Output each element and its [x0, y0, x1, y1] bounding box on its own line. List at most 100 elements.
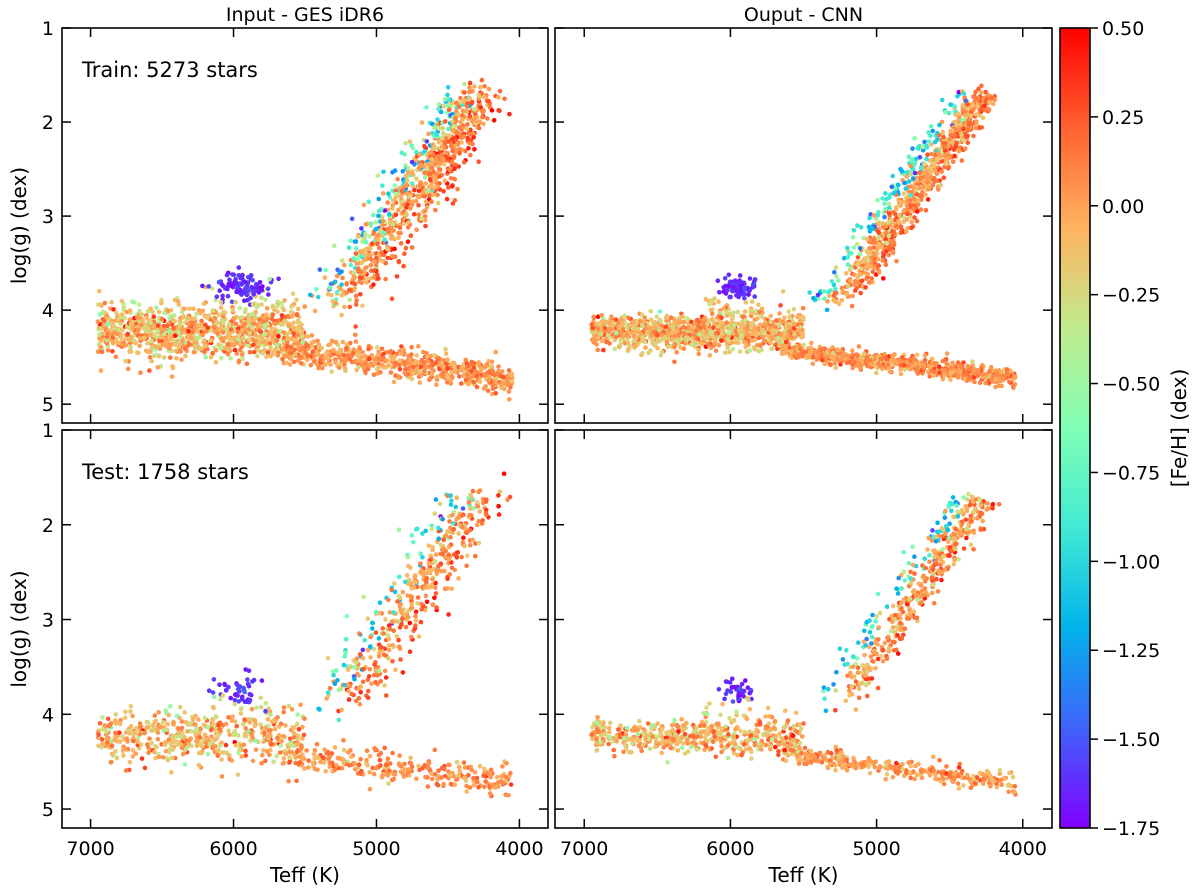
star-point	[253, 282, 259, 287]
star-point	[364, 276, 370, 282]
star-point	[169, 374, 175, 379]
star-point	[397, 358, 402, 364]
star-point	[483, 363, 489, 369]
star-point	[417, 152, 423, 157]
star-point	[159, 316, 165, 322]
star-point	[924, 156, 929, 162]
star-point	[940, 358, 946, 364]
star-point	[172, 313, 177, 318]
star-point	[898, 203, 904, 208]
star-point	[907, 203, 913, 208]
star-point	[333, 340, 339, 345]
star-point	[422, 214, 428, 219]
star-point	[127, 308, 133, 313]
star-point	[151, 314, 157, 320]
star-point	[239, 314, 245, 320]
star-point	[242, 279, 248, 285]
star-point	[203, 354, 208, 360]
star-point	[344, 282, 349, 287]
star-point	[974, 119, 979, 124]
star-point	[155, 323, 161, 328]
star-point	[351, 347, 357, 353]
star-point	[110, 335, 115, 340]
star-point	[833, 365, 838, 371]
star-point	[362, 252, 368, 257]
star-point	[274, 338, 280, 344]
star-point	[242, 298, 247, 304]
star-point	[404, 211, 409, 216]
star-point	[361, 202, 367, 208]
star-point	[905, 225, 911, 231]
star-point	[866, 280, 872, 285]
star-point	[665, 321, 671, 326]
star-point	[409, 376, 415, 382]
star-point	[456, 104, 462, 110]
star-point	[404, 178, 410, 183]
star-point	[429, 156, 435, 162]
star-point	[277, 328, 283, 334]
star-point	[930, 160, 936, 166]
star-point	[380, 183, 385, 188]
star-point	[216, 279, 222, 285]
star-point	[876, 229, 881, 235]
y-tick-label: 4	[42, 300, 54, 322]
star-point	[97, 336, 103, 341]
star-point	[409, 181, 415, 186]
star-point	[458, 95, 463, 101]
star-point	[328, 362, 333, 367]
star-point	[835, 347, 841, 353]
star-point	[307, 292, 313, 298]
star-point	[711, 325, 716, 331]
star-point	[424, 350, 429, 356]
star-point	[187, 321, 192, 327]
star-point	[591, 315, 596, 321]
star-point	[364, 265, 369, 270]
star-point	[471, 135, 477, 140]
star-point	[684, 316, 689, 321]
star-point	[225, 286, 230, 292]
star-point	[342, 304, 347, 310]
star-point	[391, 228, 396, 233]
star-point	[659, 349, 665, 355]
star-point	[262, 323, 267, 328]
star-point	[459, 381, 464, 386]
star-point	[410, 199, 416, 204]
star-point	[318, 356, 323, 362]
star-point	[433, 207, 438, 213]
star-point	[918, 207, 924, 212]
star-point	[314, 350, 320, 356]
star-point	[464, 372, 470, 378]
star-point	[960, 103, 966, 109]
star-point	[249, 312, 255, 317]
star-point	[696, 347, 701, 353]
star-point	[266, 292, 271, 297]
star-point	[247, 349, 253, 355]
star-point	[228, 327, 234, 332]
star-point	[928, 133, 933, 138]
star-point	[904, 217, 910, 222]
star-point	[845, 254, 851, 260]
panel-annotation: Train: 5273 stars	[81, 58, 258, 82]
star-point	[99, 349, 105, 355]
star-point	[780, 289, 786, 294]
star-point	[405, 372, 411, 377]
star-point	[654, 314, 660, 320]
star-point	[743, 300, 749, 305]
star-point	[237, 305, 243, 311]
star-point	[737, 349, 743, 354]
star-point	[920, 371, 925, 376]
star-point	[462, 98, 467, 103]
star-point	[897, 213, 902, 218]
star-point	[886, 201, 892, 207]
star-point	[672, 359, 677, 365]
star-point	[450, 201, 456, 206]
star-point	[282, 353, 287, 359]
star-point	[486, 98, 492, 104]
star-point	[356, 364, 361, 370]
star-point	[716, 299, 721, 305]
star-point	[506, 368, 512, 373]
star-point	[930, 128, 936, 134]
star-point	[264, 338, 270, 343]
star-point	[373, 226, 379, 232]
